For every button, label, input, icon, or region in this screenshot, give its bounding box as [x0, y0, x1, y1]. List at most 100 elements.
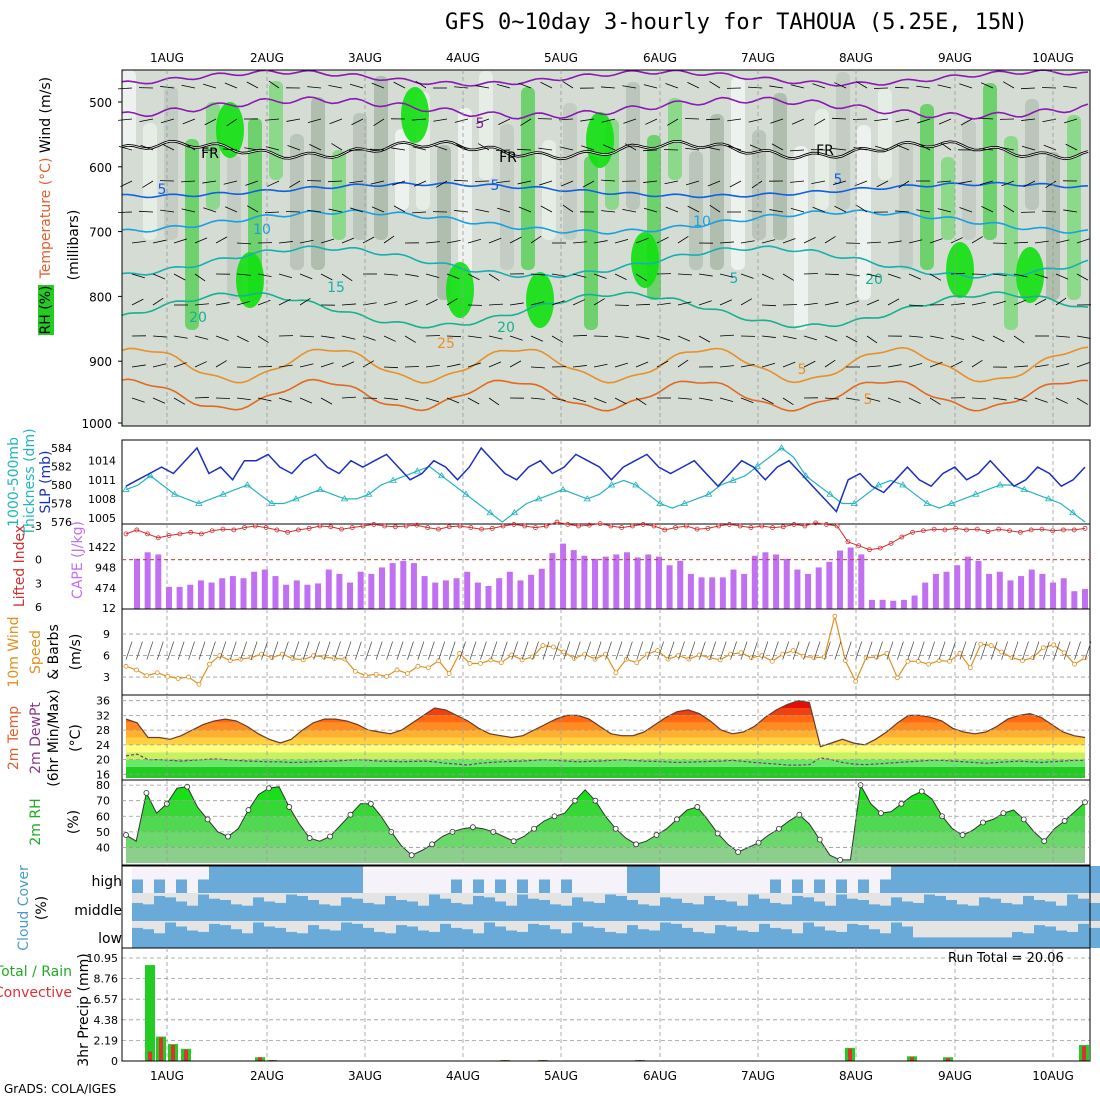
cloud-cell — [979, 866, 990, 893]
cloud-cell-clear — [264, 921, 275, 927]
wind-barb-10m — [177, 641, 185, 660]
thickness-point — [972, 490, 980, 497]
cloud-cell — [1001, 937, 1012, 948]
cloud-cell-clear — [198, 921, 209, 932]
temp-tick-28: 28 — [96, 724, 110, 737]
wind-speed-point — [352, 668, 358, 674]
wind-barb — [845, 397, 860, 401]
thickness-point — [462, 490, 470, 497]
thickness-label-2: Thickness (dm) — [22, 428, 38, 536]
cloud-cell-clear — [1067, 893, 1078, 895]
cloud-cell — [858, 900, 869, 921]
wind-barb — [454, 179, 469, 182]
cloud-cell — [715, 900, 726, 921]
lifted-index-point — [576, 523, 581, 529]
cloud-cell — [264, 926, 275, 948]
cloud-cell — [605, 894, 616, 921]
wind-barb — [593, 335, 608, 337]
rh-peak-1 — [401, 87, 429, 143]
lifted-index-point — [867, 547, 872, 553]
wind-barb — [572, 241, 587, 244]
wind-barb — [740, 273, 754, 279]
cape-bar — [293, 580, 300, 609]
cloud-cell-clear — [968, 893, 979, 906]
cloud-cell-clear — [308, 893, 319, 900]
precip-convective-bar — [171, 1045, 175, 1061]
rh-point — [123, 832, 129, 838]
wind-barb — [614, 397, 627, 405]
cloud-cell-clear — [341, 893, 352, 898]
rh-point — [674, 816, 680, 823]
cloud-cell — [583, 901, 594, 921]
wind-barb — [1076, 397, 1088, 405]
cloud-cell-clear — [979, 921, 990, 938]
wind-speed-point — [206, 661, 212, 667]
thickness-point — [680, 499, 689, 506]
cape-bar — [996, 571, 1003, 609]
wind-barb — [664, 149, 679, 151]
cloud-cell — [1012, 904, 1023, 921]
cloud-cell-clear — [847, 921, 858, 924]
wind-barb — [131, 273, 146, 279]
cape-bar — [400, 560, 407, 609]
cloud-cell-clear — [154, 893, 165, 896]
rh-point — [510, 838, 517, 845]
date-label-top-6: 7AUG — [741, 51, 775, 65]
cloud-cell-clear — [165, 921, 176, 923]
wind-barb-10m — [990, 641, 998, 660]
wind-barb — [896, 144, 910, 151]
cloud-cell — [154, 933, 165, 948]
cloud-cell — [352, 866, 363, 893]
wind-barb — [562, 204, 574, 213]
cape-bar — [378, 567, 385, 609]
wind-barb — [530, 235, 542, 244]
wind-barb — [685, 118, 700, 120]
date-label-top-4: 5AUG — [544, 51, 578, 65]
wind-barb-10m — [354, 641, 362, 660]
cloud-cell-clear — [693, 921, 704, 932]
cloud-cell — [924, 937, 935, 948]
rh-point — [306, 835, 313, 841]
cloud-cell — [561, 905, 572, 921]
cloud-cell — [704, 933, 715, 948]
precip-convective-bar — [159, 1037, 163, 1061]
wind-barb-10m — [1042, 641, 1050, 660]
lifted-index-point — [1039, 526, 1045, 532]
cape-bar — [815, 567, 822, 609]
cloud-cell — [506, 905, 517, 921]
rh-blob-41 — [983, 83, 997, 240]
cloud-cell-clear — [1023, 921, 1034, 934]
cloud-cell-clear — [759, 921, 770, 924]
date-label-top-8: 9AUG — [938, 51, 972, 65]
rh-blob-36 — [878, 88, 892, 180]
cloud-cell — [946, 866, 957, 893]
cloud-cell — [143, 904, 154, 921]
cape-bar — [528, 574, 535, 609]
wind-speed-point — [363, 673, 369, 679]
cloud-cell — [957, 937, 968, 948]
wind-speed-point — [550, 644, 556, 650]
thickness-point — [316, 485, 324, 493]
date-label-bottom-2: 3AUG — [348, 1069, 382, 1083]
wind-barb — [854, 180, 868, 187]
rh-blob-19 — [521, 87, 535, 270]
cloud-cell-clear — [880, 893, 891, 906]
cloud-cell-clear — [396, 893, 407, 900]
lifted-index-point — [166, 533, 172, 538]
cloud-cell-clear — [748, 921, 759, 932]
temperature-contour-30 — [121, 378, 1089, 412]
cloud-cell-clear — [517, 893, 528, 895]
cloud-cell — [275, 866, 286, 893]
wind-barb — [803, 273, 818, 275]
wind-barb — [341, 361, 355, 368]
cloud-cell-clear — [407, 893, 418, 902]
slp-tick-1014: 1014 — [88, 455, 116, 468]
wind-barb-10m — [792, 641, 800, 660]
cape-bar — [773, 554, 780, 609]
cloud-cell — [946, 937, 957, 948]
cloud-cell — [495, 879, 506, 893]
cloud-cell-clear — [1023, 893, 1034, 896]
cloud-cell-clear — [572, 921, 583, 923]
lifted-index-point — [446, 524, 452, 530]
wind-barb — [698, 300, 712, 306]
